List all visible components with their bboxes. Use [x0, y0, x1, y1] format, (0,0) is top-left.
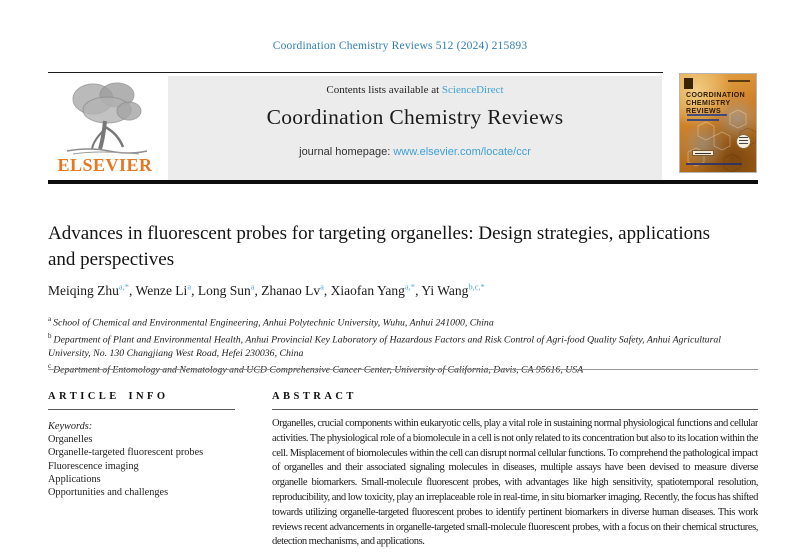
keyword-item: Applications: [48, 473, 101, 485]
homepage-line: journal homepage: www.elsevier.com/locat…: [168, 146, 662, 158]
author-affiliation-marks: a,*: [404, 281, 416, 291]
sciencedirect-link[interactable]: ScienceDirect: [441, 84, 504, 96]
journal-masthead: Contents lists available at ScienceDirec…: [168, 76, 662, 181]
author: Long Suna,: [197, 281, 262, 298]
affiliation: b Department of Plant and Environmental H…: [48, 331, 722, 359]
homepage-link[interactable]: www.elsevier.com/locate/ccr: [393, 146, 531, 158]
author: Yi Wangb,c,*: [421, 281, 485, 298]
keyword-item: Fluorescence imaging: [48, 460, 139, 472]
journal-cover-thumbnail[interactable]: COORDINATION CHEMISTRY REVIEWS: [679, 73, 757, 173]
cover-footer-text: [686, 163, 742, 165]
article-info-rule: [48, 409, 235, 410]
elsevier-tree-icon: [66, 82, 148, 155]
author-affiliation-marks: b,c,*: [468, 281, 485, 291]
article-title: Advances in fluorescent probes for targe…: [48, 223, 710, 270]
cover-issue-text: [728, 80, 750, 82]
contents-prefix: Contents lists available at: [326, 84, 442, 96]
author-affiliation-marks: a,*: [118, 281, 130, 291]
cover-publisher-mark: [684, 78, 693, 89]
keywords-label: Keywords:: [48, 421, 93, 432]
contents-line: Contents lists available at ScienceDirec…: [168, 84, 662, 96]
author-affiliation-marks: a: [250, 281, 255, 291]
cover-hexagon-pattern: [687, 109, 756, 172]
running-head-citation: Coordination Chemistry Reviews 512 (2024…: [272, 40, 528, 52]
author-affiliation-marks: a: [187, 281, 192, 291]
keyword-item: Organelle-targeted fluorescent probes: [48, 447, 204, 459]
cover-editor-line: [687, 114, 727, 116]
affiliation-list: a School of Chemical and Environmental En…: [48, 313, 748, 377]
author-affiliation-marks: a: [320, 281, 324, 291]
author: Wenze Lia,: [135, 281, 198, 298]
cover-journal-title: COORDINATION CHEMISTRY REVIEWS: [686, 92, 754, 116]
author-list: Meiqing Zhua,*, Wenze Lia, Long Suna, Zh…: [48, 281, 748, 299]
keyword-item: Organelles: [48, 434, 93, 446]
cover-impact-badge: [736, 134, 751, 149]
author: Zhanao Lva,: [261, 281, 331, 298]
cover-title-line2: CHEMISTRY REVIEWS: [686, 100, 731, 115]
article-info-heading: ARTICLE INFO: [48, 391, 169, 402]
cover-editor-line: [687, 119, 719, 121]
abstract-heading: ABSTRACT: [272, 391, 357, 402]
masthead-bottom-rule: [48, 180, 758, 184]
abstract-text: Organelles, crucial components within eu…: [272, 418, 758, 548]
homepage-prefix: journal homepage:: [299, 146, 394, 158]
abstract-rule: [272, 409, 758, 410]
cover-title-line1: COORDINATION: [686, 92, 746, 99]
keywords-block: Keywords: Organelles Organelle-targeted …: [48, 420, 258, 499]
masthead-top-rule: [48, 72, 663, 73]
journal-title: Coordination Chemistry Reviews: [266, 105, 564, 129]
author: Meiqing Zhua,*,: [48, 281, 136, 298]
affiliation: a School of Chemical and Environmental En…: [48, 315, 494, 329]
keyword-item: Opportunities and challenges: [48, 487, 169, 499]
author: Xiaofan Yanga,*,: [330, 281, 422, 298]
section-divider-rule: [48, 369, 758, 370]
elsevier-logo: ELSEVIER: [48, 77, 162, 181]
cover-sciencedirect-label: [692, 150, 714, 156]
elsevier-wordmark: ELSEVIER: [57, 155, 153, 175]
